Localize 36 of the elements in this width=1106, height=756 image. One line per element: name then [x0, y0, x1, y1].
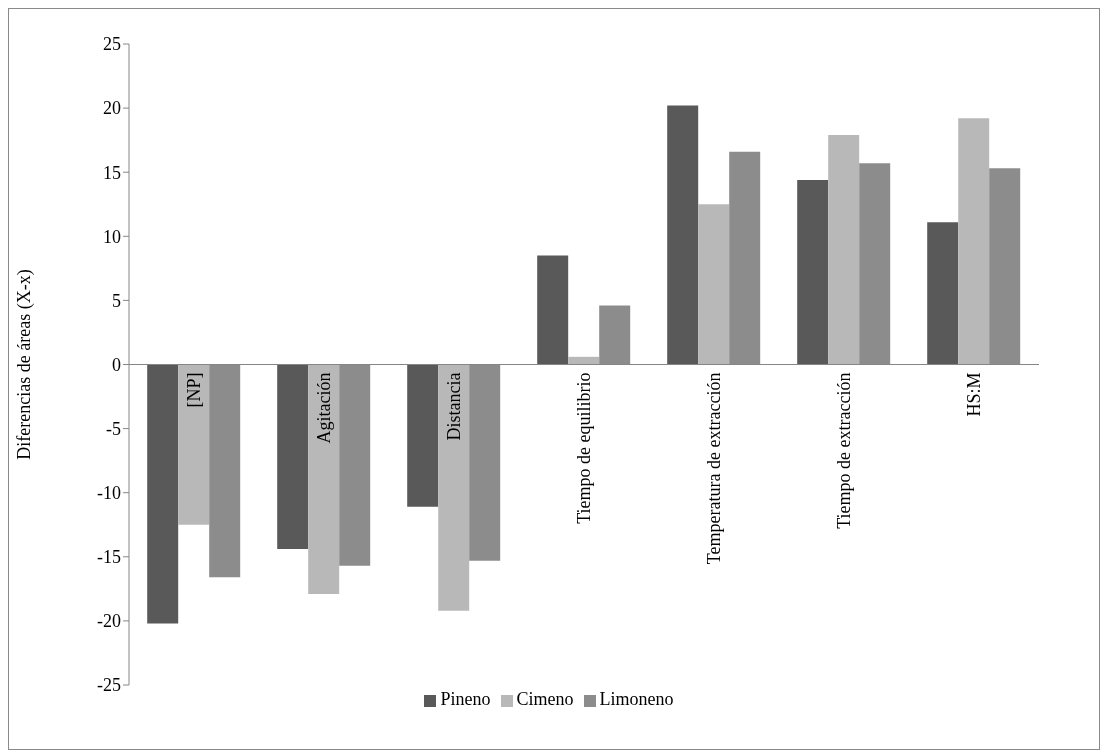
y-tick-label: -20 — [97, 611, 121, 632]
bar — [147, 364, 179, 624]
x-tick-label: Agitación — [314, 372, 334, 444]
legend-label: Limoneno — [599, 689, 674, 709]
y-tick-label: -25 — [97, 675, 121, 696]
bar — [797, 179, 829, 365]
x-tick-label: HS:M — [964, 372, 984, 417]
bar — [828, 135, 860, 365]
y-tick-label: 25 — [103, 34, 121, 55]
bar — [537, 255, 569, 365]
legend-label: Pineno — [440, 689, 491, 709]
y-tick-label: 5 — [112, 290, 121, 311]
y-tick-label: 20 — [103, 98, 121, 119]
x-tick-label: Tiempo de equilibrio — [574, 372, 594, 524]
bar — [407, 364, 439, 507]
bar — [308, 364, 340, 594]
bar — [438, 364, 470, 611]
x-tick-label: Tiempo de extracción — [834, 372, 854, 529]
bar — [698, 204, 730, 365]
y-axis-title: Diferencias de áreas (X-x) — [14, 269, 36, 460]
y-tick-label: 10 — [103, 226, 121, 247]
bar — [958, 118, 990, 365]
y-tick-label: -10 — [97, 483, 121, 504]
y-tick-label: -5 — [106, 418, 121, 439]
x-tick-label: Distancia — [444, 372, 464, 441]
bar — [277, 364, 309, 550]
bar — [568, 356, 600, 365]
y-tick-label: 15 — [103, 162, 121, 183]
x-tick-label: Temperatura de extracción — [704, 372, 724, 565]
bar — [178, 364, 210, 525]
y-tick-label: 0 — [112, 354, 121, 375]
legend-label: Cimeno — [516, 689, 574, 709]
bar — [667, 105, 699, 365]
x-tick-label: [NP] — [184, 372, 204, 408]
y-tick-label: -15 — [97, 547, 121, 568]
bar — [927, 222, 959, 365]
